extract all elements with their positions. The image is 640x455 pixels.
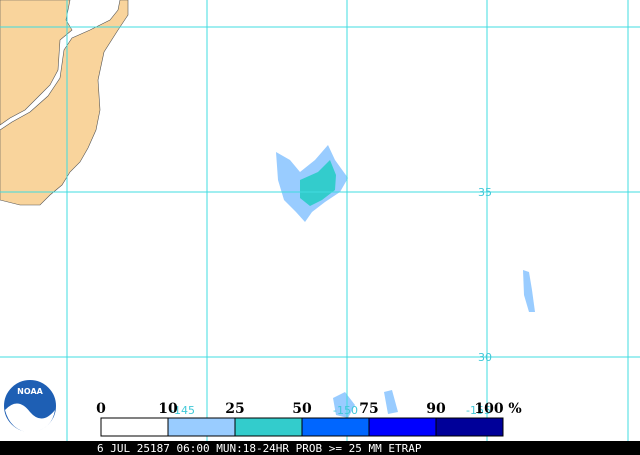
lon-label: -145 xyxy=(170,404,195,417)
lat-label: 30 xyxy=(478,351,492,364)
prob-area-25 xyxy=(300,160,336,206)
footer-text: 6 JUL 25187 06:00 MUN:18-24HR PROB >= 25… xyxy=(97,442,422,455)
land xyxy=(0,0,129,206)
legend-swatch xyxy=(167,417,236,437)
legend-label: 25 xyxy=(225,401,244,417)
legend-swatch xyxy=(234,417,303,437)
legend-label: 90 xyxy=(426,401,446,417)
footer-bar xyxy=(0,441,640,455)
legend-swatch xyxy=(301,417,370,437)
legend-label: 75 xyxy=(359,401,378,417)
legend: 0 10 25 50 75 90 100% xyxy=(96,401,522,437)
legend-swatch xyxy=(435,417,504,437)
lat-label: 35 xyxy=(478,186,492,199)
legend-unit: % xyxy=(508,401,521,417)
legend-label: 100 xyxy=(474,401,503,417)
legend-label: 10 xyxy=(158,401,178,417)
logo-text: NOAA xyxy=(17,387,43,396)
prob-area-10 xyxy=(523,270,535,312)
prob-area-10 xyxy=(333,390,398,418)
legend-swatch xyxy=(368,417,437,437)
legend-swatch xyxy=(100,417,169,437)
graticule xyxy=(0,0,640,441)
lon-label: -155 xyxy=(466,404,491,417)
lon-label: -150 xyxy=(333,404,358,417)
legend-label: 50 xyxy=(292,401,312,417)
noaa-logo: NOAA xyxy=(2,378,58,434)
legend-label: 0 xyxy=(96,401,106,417)
